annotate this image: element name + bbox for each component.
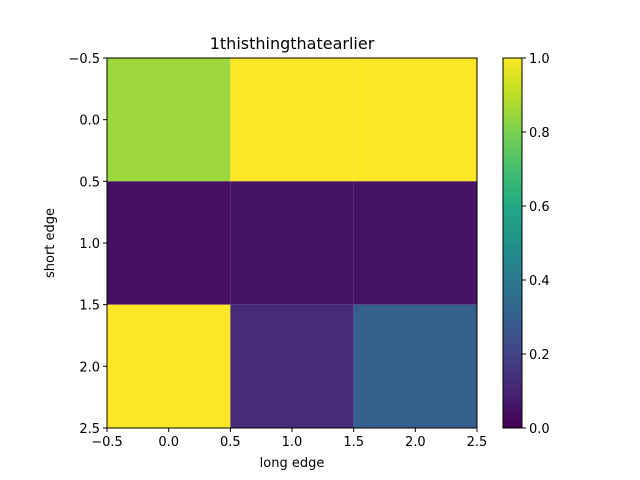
y-axis-ticks: −0.5 0.0 0.5 1.0 1.5 2.0 2.5 [68,52,107,437]
heatmap-cell [107,181,231,305]
colorbar-tick-label: 0.2 [529,348,550,363]
y-tick-label: 2.0 [79,360,100,375]
heatmap-cell [230,58,354,182]
x-axis-label: long edge [260,456,325,471]
heatmap-cells [107,58,477,428]
y-tick-label: 2.5 [79,422,100,437]
x-tick-label: 2.0 [405,435,426,450]
x-tick-label: 0.5 [220,435,241,450]
chart-title: 1thisthingthatearlier [210,34,375,53]
heatmap-cell [230,304,354,428]
heatmap-cell [107,304,231,428]
heatmap-cell [353,58,477,182]
y-tick-label: 1.0 [79,237,100,252]
y-tick-label: 0.5 [79,175,100,190]
heatmap-cell [107,58,231,182]
heatmap-cell [230,181,354,305]
colorbar-tick-label: 0.4 [529,274,550,289]
colorbar [502,57,523,429]
y-tick-label: −0.5 [68,52,100,67]
heatmap-cell [353,181,477,305]
x-axis-ticks: −0.5 0.0 0.5 1.0 1.5 2.0 2.5 [91,428,487,450]
x-tick-label: 1.0 [282,435,303,450]
colorbar-tick-label: 0.0 [529,422,550,437]
x-tick-label: 0.0 [158,435,179,450]
y-axis-label: short edge [43,208,58,278]
colorbar-tick-label: 0.6 [529,200,550,215]
x-tick-label: −0.5 [91,435,123,450]
colorbar-tick-label: 1.0 [529,52,550,67]
colorbar-ticks: 0.0 0.2 0.4 0.6 0.8 1.0 [522,52,550,437]
y-tick-label: 0.0 [79,114,100,129]
y-tick-label: 1.5 [79,299,100,314]
x-tick-label: 2.5 [467,435,488,450]
colorbar-tick-label: 0.8 [529,126,550,141]
x-tick-label: 1.5 [343,435,364,450]
heatmap-cell [353,304,477,428]
